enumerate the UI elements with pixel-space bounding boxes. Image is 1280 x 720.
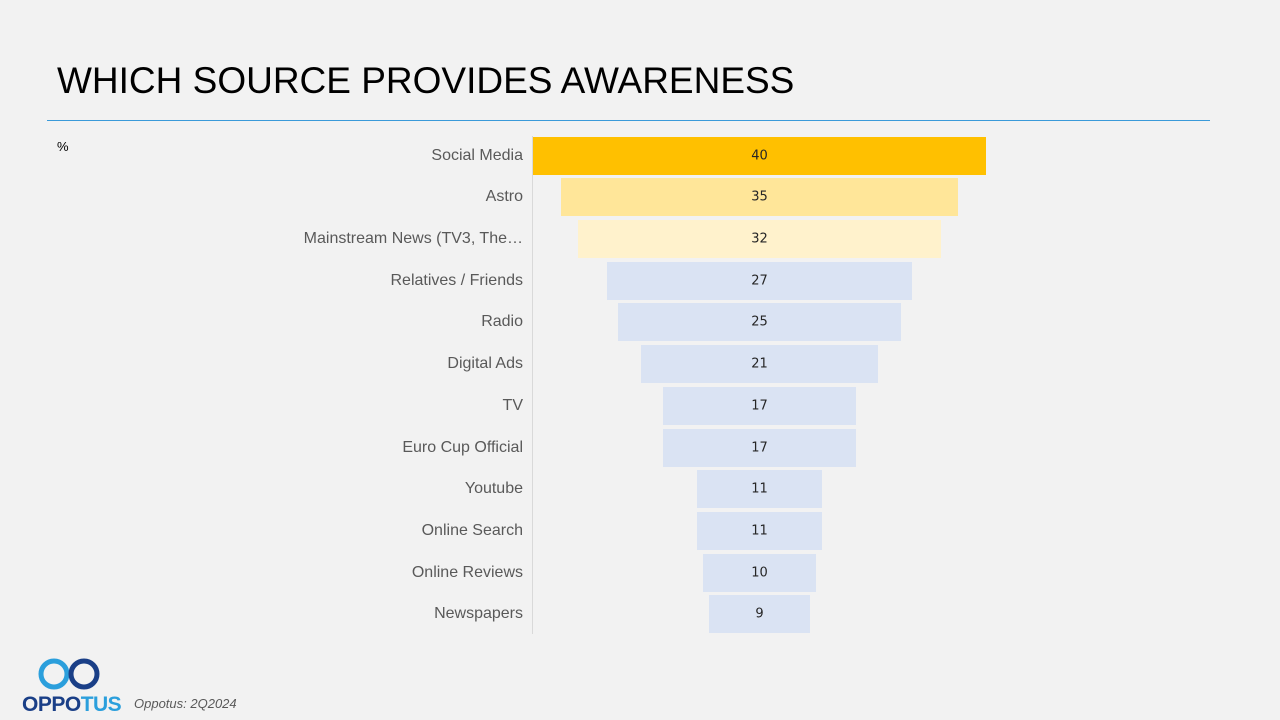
- data-label: 25: [751, 314, 768, 330]
- source-note: Oppotus: 2Q2024: [134, 696, 237, 711]
- slide-title: WHICH SOURCE PROVIDES AWARENESS: [57, 60, 795, 101]
- data-label: 11: [751, 481, 768, 497]
- brand-wordmark: OPPOTUS: [22, 693, 122, 717]
- data-label: 9: [755, 606, 764, 622]
- category-label: Online Reviews: [411, 563, 523, 581]
- data-label: 32: [751, 231, 768, 247]
- oppotus-logo-icon: [38, 658, 100, 690]
- data-label: 27: [751, 273, 768, 289]
- funnel-bar: [640, 345, 879, 384]
- category-label: Online Search: [421, 521, 523, 539]
- category-label: Youtube: [464, 480, 523, 498]
- category-label: Mainstream News (TV3, The…: [303, 229, 523, 247]
- funnel-bar: [702, 553, 817, 592]
- category-label: Euro Cup Official: [402, 438, 523, 456]
- funnel-bar: [697, 511, 822, 550]
- category-label: Astro: [485, 188, 523, 206]
- funnel-bar: [663, 428, 856, 467]
- data-label: 21: [751, 356, 768, 372]
- category-label: TV: [502, 396, 523, 414]
- funnel-bar: [663, 386, 856, 425]
- funnel-bar: [697, 470, 822, 509]
- funnel-bar: [617, 303, 902, 342]
- category-label: Digital Ads: [447, 355, 523, 373]
- funnel-bar: [561, 178, 958, 217]
- brand-part-2: TUS: [80, 693, 122, 716]
- category-label: Relatives / Friends: [390, 271, 524, 289]
- category-label: Social Media: [431, 146, 523, 164]
- category-label: Radio: [481, 313, 523, 331]
- data-label: 11: [751, 523, 768, 539]
- title-divider: [47, 120, 1210, 121]
- data-label: 40: [751, 148, 768, 163]
- unit-label: %: [57, 139, 69, 154]
- funnel-bar: [708, 595, 811, 634]
- category-label: Newspapers: [434, 605, 523, 623]
- funnel-bar: [578, 219, 941, 258]
- category-axis-line: [532, 136, 533, 634]
- data-label: 10: [751, 565, 768, 581]
- funnel-bar: [606, 261, 913, 300]
- brand-part-1: OPPO: [22, 693, 81, 716]
- data-label: 17: [751, 398, 768, 414]
- funnel-bar: [533, 136, 986, 175]
- data-label: 35: [751, 189, 768, 205]
- data-label: 17: [751, 440, 768, 456]
